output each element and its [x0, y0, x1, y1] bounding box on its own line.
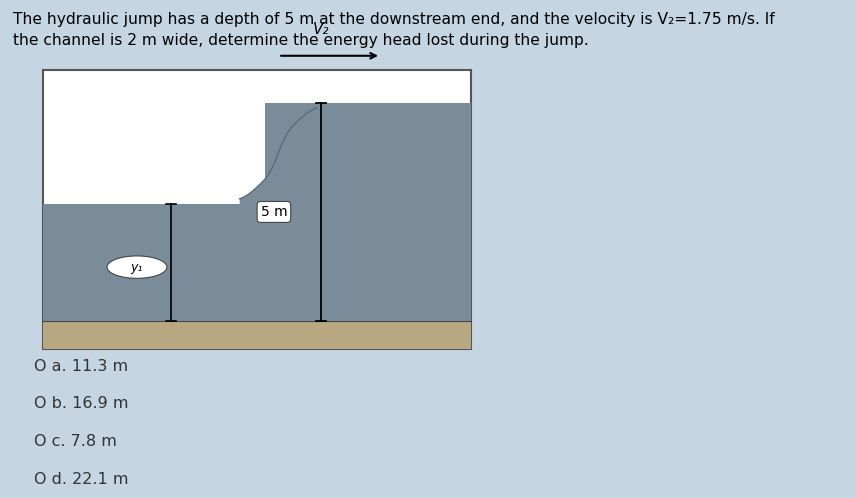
Text: O c. 7.8 m: O c. 7.8 m	[34, 434, 117, 449]
Text: O b. 16.9 m: O b. 16.9 m	[34, 396, 128, 411]
Text: O d. 22.1 m: O d. 22.1 m	[34, 472, 128, 487]
FancyBboxPatch shape	[43, 70, 471, 349]
FancyBboxPatch shape	[43, 321, 471, 349]
Text: the channel is 2 m wide, determine the energy head lost during the jump.: the channel is 2 m wide, determine the e…	[13, 33, 589, 48]
Text: y₁: y₁	[131, 260, 143, 273]
Polygon shape	[240, 108, 317, 321]
Polygon shape	[265, 103, 471, 321]
Text: V₂: V₂	[312, 22, 330, 37]
Ellipse shape	[107, 256, 167, 278]
Text: The hydraulic jump has a depth of 5 m at the downstream end, and the velocity is: The hydraulic jump has a depth of 5 m at…	[13, 12, 775, 27]
Polygon shape	[43, 204, 265, 321]
Text: 5 m: 5 m	[260, 205, 288, 219]
Text: O a. 11.3 m: O a. 11.3 m	[34, 359, 128, 374]
